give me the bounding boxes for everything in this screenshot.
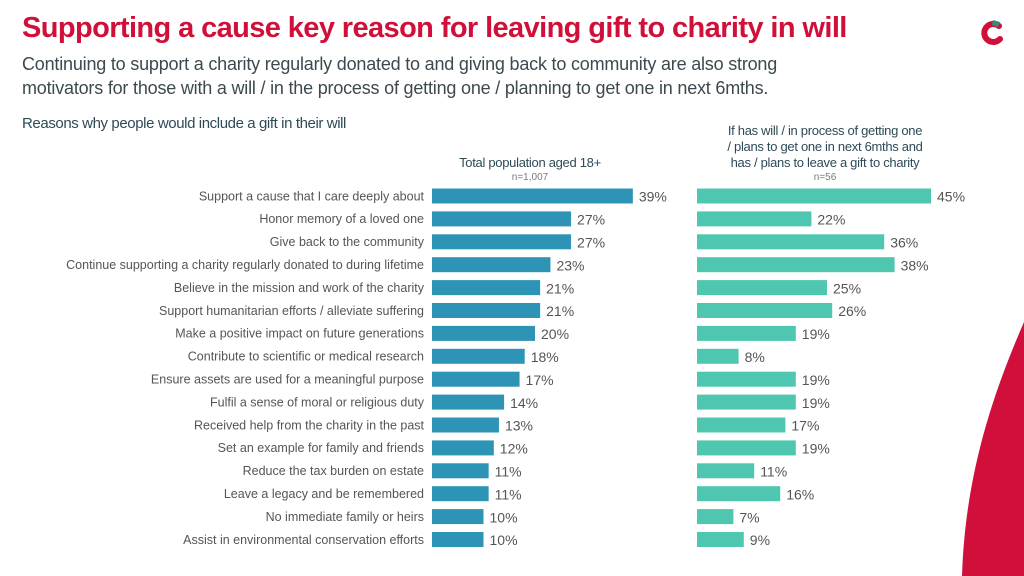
page-subtitle: Continuing to support a charity regularl…	[22, 52, 922, 100]
bar-total	[432, 486, 489, 502]
category-label: Reduce the tax burden on estate	[243, 464, 424, 478]
bar-total	[432, 348, 525, 364]
value-label-will: 16%	[786, 486, 814, 502]
bar-will	[697, 234, 885, 250]
bar-total	[432, 394, 505, 410]
bar-will	[697, 280, 827, 296]
bar-will	[697, 348, 739, 364]
bar-total	[432, 188, 633, 204]
series-will-header-line-3: has / plans to leave a gift to charity	[730, 155, 920, 170]
bar-total	[432, 303, 541, 318]
bar-will	[697, 440, 796, 456]
bar-will	[697, 486, 781, 502]
series-total-n: n=1,007	[511, 172, 549, 183]
bar-will	[697, 463, 755, 479]
value-label-will: 19%	[802, 372, 830, 388]
category-label: Make a positive impact on future generat…	[175, 327, 424, 341]
value-label-will: 19%	[802, 326, 830, 342]
value-label-will: 11%	[760, 464, 787, 480]
bar-total	[432, 417, 499, 433]
value-label-total: 39%	[639, 189, 667, 205]
bar-will	[697, 532, 744, 547]
bar-will	[697, 303, 833, 318]
value-label-will: 19%	[802, 441, 830, 457]
category-label: Honor memory of a loved one	[259, 212, 424, 226]
bar-total	[432, 463, 489, 479]
value-label-total: 14%	[510, 395, 538, 411]
series-will-header-line-1: If has will / in process of getting one	[727, 123, 923, 138]
category-label: Give back to the community	[270, 235, 425, 249]
bar-will	[697, 371, 796, 387]
bar-total	[432, 532, 484, 547]
value-label-total: 27%	[577, 235, 605, 251]
bar-total	[432, 509, 484, 525]
bar-total	[432, 211, 572, 227]
series-will-n: n=56	[813, 172, 837, 183]
value-label-total: 10%	[490, 509, 518, 525]
bar-will	[697, 211, 812, 227]
page-title: Supporting a cause key reason for leavin…	[22, 12, 847, 44]
category-label: Received help from the charity in the pa…	[194, 418, 425, 432]
value-label-will: 38%	[901, 257, 929, 273]
bar-will	[697, 188, 931, 204]
value-label-total: 21%	[546, 303, 574, 319]
series-total-header: Total population aged 18+	[459, 155, 601, 170]
value-label-will: 25%	[833, 280, 861, 296]
value-label-total: 20%	[541, 326, 569, 342]
logo-teal-tip	[992, 20, 1000, 27]
series-will-header: If has will / in process of getting one …	[690, 123, 960, 171]
bar-total	[432, 257, 551, 273]
value-label-will: 19%	[802, 395, 830, 411]
bar-will	[697, 509, 734, 525]
bar-will	[697, 325, 796, 341]
subtitle-line-2: motivators for those with a will / in th…	[22, 78, 769, 98]
chart-section-label: Reasons why people would include a gift …	[22, 115, 346, 132]
value-label-total: 17%	[526, 372, 554, 388]
value-label-will: 36%	[890, 235, 918, 251]
bar-will	[697, 417, 786, 433]
category-label: No immediate family or heirs	[266, 510, 424, 524]
category-label: Continue supporting a charity regularly …	[66, 258, 424, 272]
bar-total	[432, 440, 494, 456]
value-label-total: 21%	[546, 280, 574, 296]
value-label-total: 13%	[505, 418, 533, 434]
category-label: Fulfil a sense of moral or religious dut…	[210, 395, 425, 409]
c-logo-icon	[981, 20, 1003, 45]
value-label-will: 26%	[838, 303, 866, 319]
category-label: Contribute to scientific or medical rese…	[188, 350, 424, 364]
bar-total	[432, 371, 520, 387]
bar-will	[697, 394, 796, 410]
value-label-total: 10%	[490, 532, 518, 548]
subtitle-line-1: Continuing to support a charity regularl…	[22, 54, 778, 74]
value-label-will: 22%	[817, 212, 845, 228]
value-label-total: 11%	[495, 464, 522, 480]
value-label-will: 17%	[791, 418, 819, 434]
series-will-header-line-2: / plans to get one in next 6mths and	[727, 139, 923, 154]
category-label: Leave a legacy and be remembered	[224, 487, 424, 501]
category-label: Ensure assets are used for a meaningful …	[151, 372, 424, 386]
value-label-total: 12%	[500, 441, 528, 457]
category-label: Assist in environmental conservation eff…	[183, 533, 424, 547]
value-label-total: 27%	[577, 212, 605, 228]
bar-total	[432, 234, 572, 250]
bar-will	[697, 257, 895, 273]
value-label-will: 8%	[745, 349, 765, 365]
value-label-total: 11%	[495, 486, 522, 502]
value-label-total: 23%	[556, 257, 584, 273]
bar-total	[432, 325, 535, 341]
value-label-will: 45%	[937, 189, 965, 205]
value-label-will: 7%	[739, 509, 759, 525]
value-label-will: 9%	[750, 532, 770, 548]
value-label-total: 18%	[531, 349, 559, 365]
bar-total	[432, 280, 541, 296]
category-label: Support a cause that I care deeply about	[199, 189, 425, 203]
category-label: Believe in the mission and work of the c…	[174, 281, 425, 295]
category-label: Support humanitarian efforts / alleviate…	[159, 304, 424, 318]
category-label: Set an example for family and friends	[218, 441, 424, 455]
